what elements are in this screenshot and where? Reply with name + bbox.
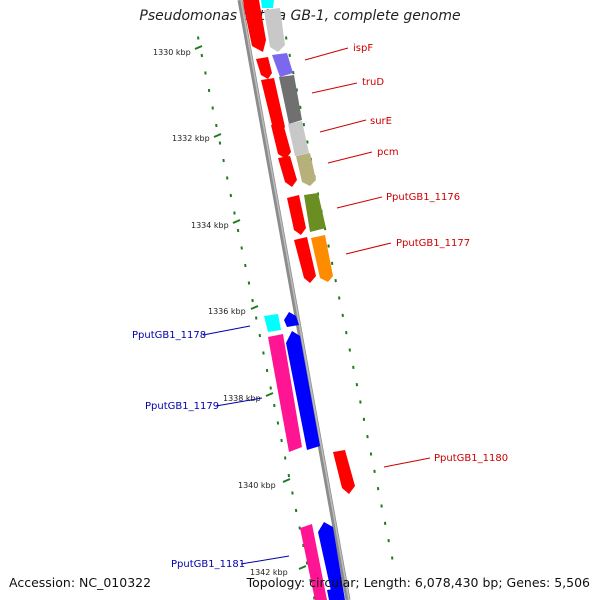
leader-line bbox=[215, 397, 263, 407]
cds-track-forward bbox=[243, 0, 355, 494]
kbp-scale: 1330 kbp 1332 kbp 1334 kbp 1336 kbp 1338… bbox=[153, 45, 307, 577]
kbp-tick-1332 bbox=[213, 133, 222, 138]
leader-line bbox=[319, 119, 367, 133]
gene-label-pcm[interactable]: pcm bbox=[377, 147, 399, 158]
kbp-tick-1342 bbox=[298, 565, 307, 570]
kbp-tick-1330 bbox=[194, 45, 203, 50]
gene-labels-left: PputGB1_1178 PputGB1_1179 PputGB1_1181 bbox=[132, 325, 290, 570]
gene-label-1178[interactable]: PputGB1_1178 bbox=[132, 330, 206, 341]
gene-labels-right: ispF truD surE pcm PputGB1_1176 PputGB1_… bbox=[304, 43, 508, 468]
gene-label-1179[interactable]: PputGB1_1179 bbox=[145, 401, 219, 412]
gene-feature-1181[interactable] bbox=[300, 524, 327, 600]
kbp-tick-track-right bbox=[285, 36, 394, 560]
kbp-label-1332: 1332 kbp bbox=[172, 134, 210, 143]
accession-text: Accession: NC_010322 bbox=[9, 575, 152, 590]
gene-label-ispF[interactable]: ispF bbox=[353, 43, 373, 54]
gene-feature-surE[interactable] bbox=[288, 121, 309, 156]
kbp-label-1336: 1336 kbp bbox=[208, 307, 246, 316]
backbone-line bbox=[237, 0, 351, 600]
kbp-tick-1340 bbox=[282, 478, 291, 483]
leader-line bbox=[304, 47, 349, 61]
gene-feature-1176[interactable] bbox=[304, 193, 326, 232]
gene-feature-pcm[interactable] bbox=[296, 153, 316, 186]
genome-title: Pseudomonas putida GB-1, complete genome bbox=[139, 8, 461, 24]
gene-track-forward bbox=[261, 0, 333, 282]
leader-line bbox=[202, 325, 251, 336]
leader-line bbox=[336, 196, 383, 209]
gene-track-reverse bbox=[264, 312, 345, 600]
leader-line bbox=[345, 242, 392, 255]
topology-text: Topology: circular; Length: 6,078,430 bp… bbox=[246, 575, 590, 590]
gene-label-1176[interactable]: PputGB1_1176 bbox=[386, 192, 460, 203]
gene-feature-1178[interactable] bbox=[264, 314, 281, 332]
cds-feature-bottom[interactable] bbox=[327, 588, 343, 600]
gene-label-1177[interactable]: PputGB1_1177 bbox=[396, 238, 470, 249]
cds-feature[interactable] bbox=[256, 57, 272, 79]
kbp-label-1330: 1330 kbp bbox=[153, 48, 191, 57]
gene-label-1180[interactable]: PputGB1_1180 bbox=[434, 453, 508, 464]
gene-feature-ispF[interactable] bbox=[264, 8, 285, 52]
kbp-label-1340: 1340 kbp bbox=[238, 481, 276, 490]
cds-feature-1179[interactable] bbox=[286, 331, 320, 450]
kbp-label-1334: 1334 kbp bbox=[191, 221, 229, 230]
gene-feature-1177[interactable] bbox=[311, 235, 333, 282]
kbp-tick-1336 bbox=[250, 305, 259, 310]
gene-feature-cyan[interactable] bbox=[261, 0, 274, 8]
cds-feature[interactable] bbox=[243, 0, 266, 52]
leader-line bbox=[311, 82, 358, 94]
cds-feature[interactable] bbox=[271, 123, 291, 159]
kbp-tick-1338 bbox=[265, 392, 274, 397]
gene-feature-ispF-head[interactable] bbox=[272, 53, 293, 77]
gene-label-surE[interactable]: surE bbox=[370, 116, 392, 127]
leader-line bbox=[240, 555, 290, 565]
cds-feature[interactable] bbox=[333, 450, 355, 494]
cds-feature[interactable] bbox=[261, 78, 285, 135]
leader-line bbox=[383, 457, 431, 468]
cds-feature-1178[interactable] bbox=[284, 312, 299, 327]
gene-feature-1179[interactable] bbox=[268, 334, 302, 452]
leader-line bbox=[327, 151, 373, 164]
cds-feature-1181[interactable] bbox=[318, 522, 345, 600]
gene-label-truD[interactable]: truD bbox=[362, 77, 384, 88]
cds-feature[interactable] bbox=[278, 156, 297, 187]
cds-feature[interactable] bbox=[287, 195, 306, 235]
gene-feature-truD[interactable] bbox=[279, 75, 302, 124]
cds-feature[interactable] bbox=[294, 237, 316, 283]
kbp-label-1338: 1338 kbp bbox=[223, 394, 261, 403]
backbone-highlight bbox=[240, 0, 350, 600]
kbp-label-1342: 1342 kbp bbox=[250, 568, 288, 577]
kbp-tick-track-left bbox=[197, 36, 316, 600]
kbp-tick-1334 bbox=[232, 219, 241, 224]
gene-label-1181[interactable]: PputGB1_1181 bbox=[171, 559, 245, 570]
